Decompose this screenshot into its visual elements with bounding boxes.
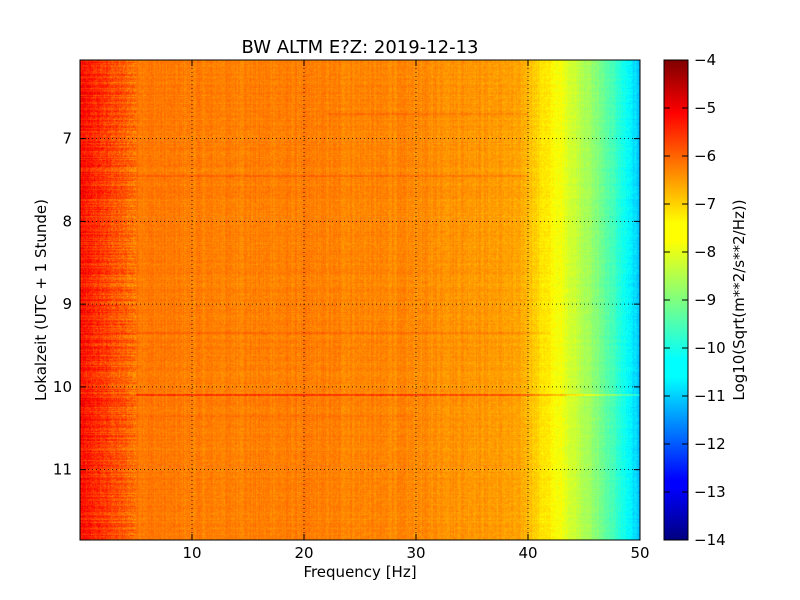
y-axis-ticks: 7 8 9 10 11 bbox=[53, 130, 640, 479]
x-tick-label: 20 bbox=[294, 544, 313, 562]
colorbar-label: Log10(Sqrt(m**2/s**2/Hz)) bbox=[730, 199, 748, 400]
x-tick-label: 30 bbox=[406, 544, 425, 562]
colorbar: −4 −5 −6 −7 −8 −9 −10 −11 −12 −13 −14 Log10(Sqrt(m… bbox=[663, 51, 748, 549]
y-axis-label: Lokalzeit (UTC + 1 Stunde) bbox=[32, 199, 50, 401]
x-tick-label: 40 bbox=[518, 544, 537, 562]
y-tick-label: 11 bbox=[53, 461, 72, 479]
x-axis-label: Frequency [Hz] bbox=[303, 563, 416, 581]
chart-title: BW ALTM E?Z: 2019-12-13 bbox=[242, 37, 479, 58]
colorbar-tick-label: −4 bbox=[694, 51, 716, 69]
colorbar-tick-label: −13 bbox=[694, 483, 726, 501]
x-tick-label: 50 bbox=[630, 544, 649, 562]
colorbar-tick-label: −14 bbox=[694, 531, 726, 549]
y-tick-label: 9 bbox=[62, 295, 72, 313]
colorbar-tick-label: −7 bbox=[694, 195, 716, 213]
colorbar-tick-label: −10 bbox=[694, 339, 726, 357]
x-tick-label: 10 bbox=[182, 544, 201, 562]
colorbar-tick-label: −8 bbox=[694, 243, 716, 261]
plot-frame bbox=[79, 59, 641, 541]
colorbar-tick-label: −9 bbox=[694, 291, 716, 309]
colorbar-tick-label: −5 bbox=[694, 99, 716, 117]
y-tick-label: 10 bbox=[53, 378, 72, 396]
colorbar-tick-label: −11 bbox=[694, 387, 726, 405]
colorbar-tick-label: −12 bbox=[694, 435, 726, 453]
plot-area: 10 20 30 40 50 7 8 9 10 11 bbox=[53, 59, 650, 562]
colorbar-ticks: −4 −5 −6 −7 −8 −9 −10 −11 −12 −13 −14 bbox=[664, 51, 726, 549]
y-tick-label: 8 bbox=[62, 212, 72, 230]
y-tick-label: 7 bbox=[62, 130, 72, 148]
grid-lines bbox=[80, 60, 640, 540]
spectrogram-heatmap bbox=[80, 60, 640, 540]
colorbar-tick-label: −6 bbox=[694, 147, 716, 165]
x-axis-ticks: 10 20 30 40 50 bbox=[182, 60, 650, 562]
